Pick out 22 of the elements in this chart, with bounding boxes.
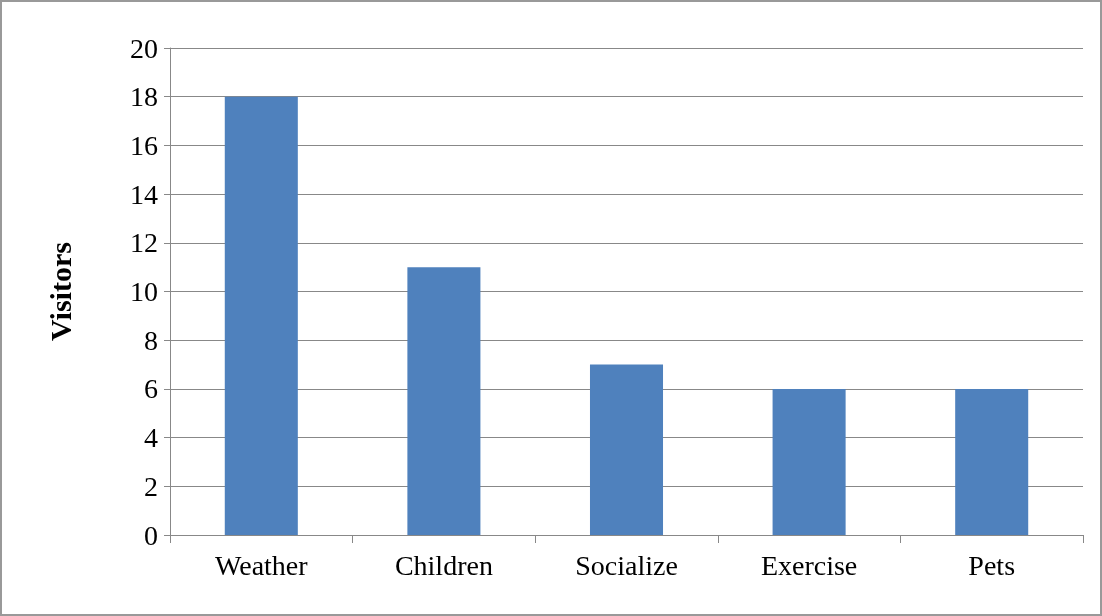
y-tick-label: 2 [144,470,158,502]
y-tick-label: 14 [130,178,158,210]
y-axis-title: Visitors [43,242,77,341]
x-tick-label: Socialize [575,549,678,581]
bar [589,364,664,535]
bar [224,96,298,535]
x-tick-label: Children [394,549,493,581]
bar [955,388,1029,535]
bar [407,267,481,535]
y-tick-label: 16 [130,129,158,161]
y-tick-label: 10 [130,276,158,307]
y-tick-label: 18 [130,81,158,113]
bar [772,388,846,535]
x-tick-label: Exercise [760,549,858,581]
x-tick-label: Pets [968,549,1016,581]
y-tick-label: 12 [130,227,158,259]
y-tick-label: 0 [144,519,158,551]
y-tick-label: 8 [144,324,158,356]
y-tick-label: 20 [130,32,158,64]
x-tick-label: Weather [215,549,309,581]
y-tick-label: 4 [144,422,158,454]
y-tick-label: 6 [144,373,158,405]
